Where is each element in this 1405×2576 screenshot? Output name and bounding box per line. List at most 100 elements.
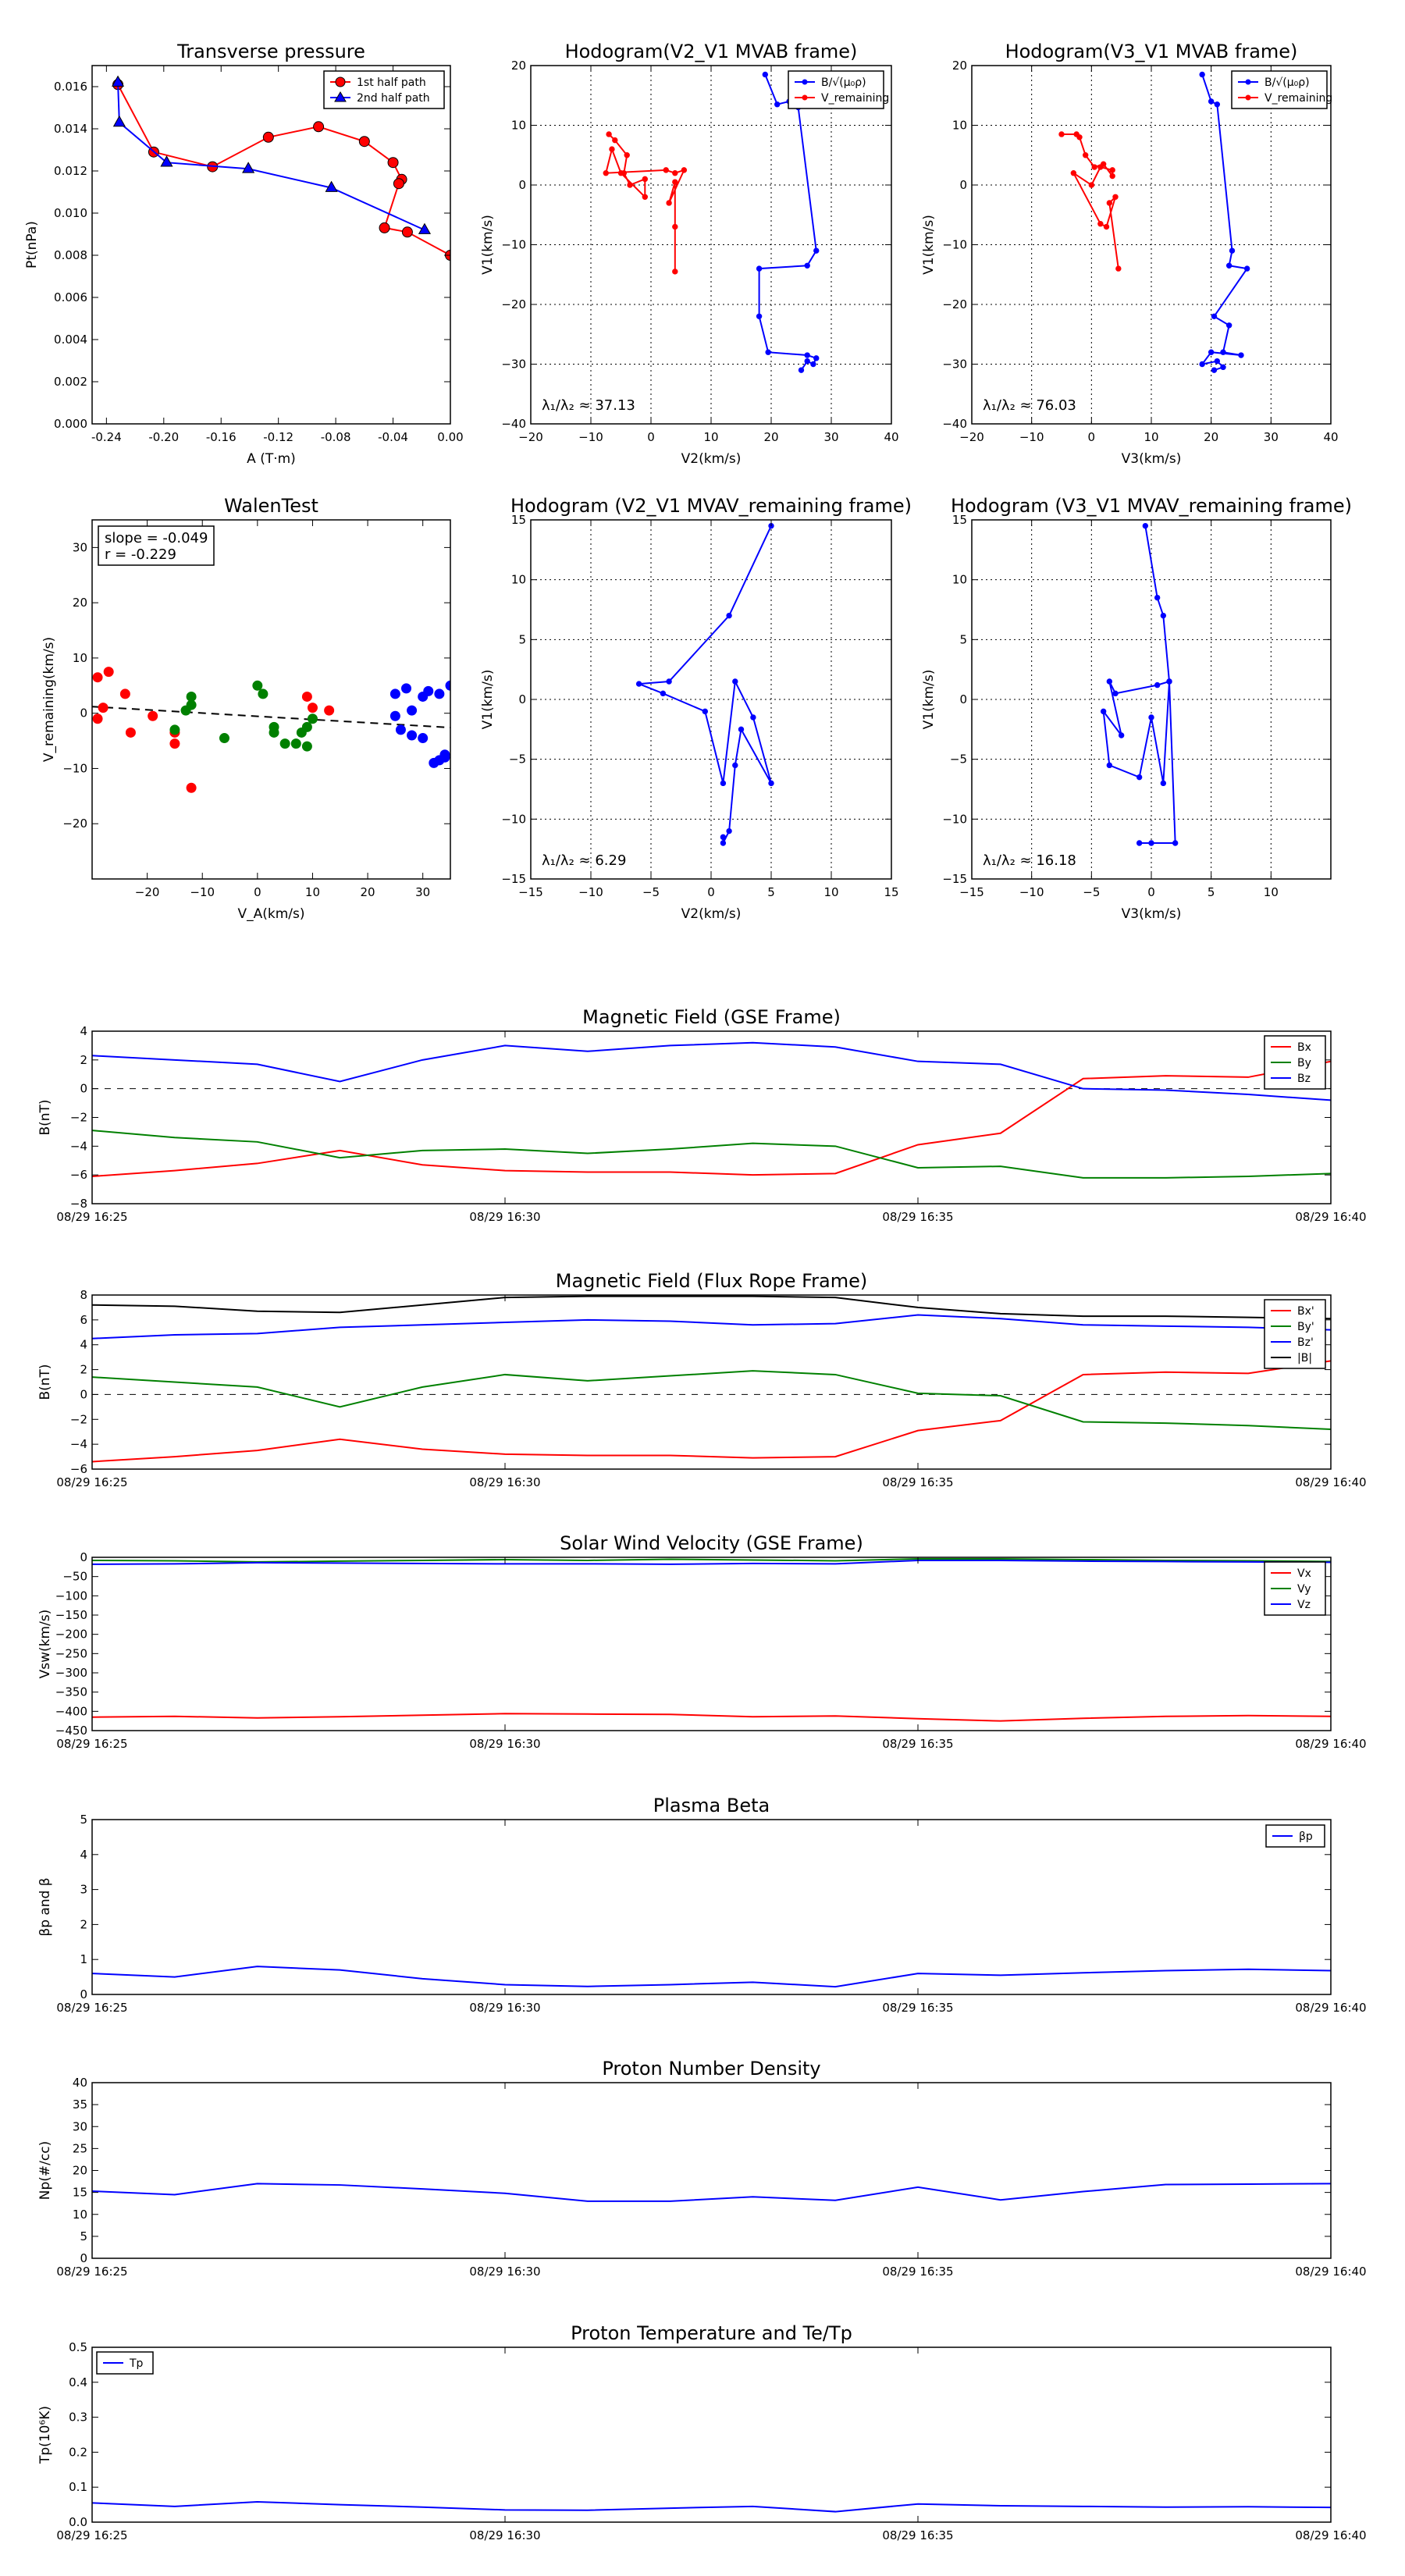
data-point-1-4 xyxy=(325,180,338,192)
x-tick-label: −10 xyxy=(578,430,603,444)
y-tick-label: 0 xyxy=(80,706,87,720)
y-tick-label: 0.002 xyxy=(54,375,87,389)
data-point-1-3 xyxy=(242,162,255,173)
data-point-1-9 xyxy=(603,170,609,176)
data-point-1-5 xyxy=(418,222,432,234)
x-tick-label: 10 xyxy=(305,885,320,899)
y-tick-label: −5 xyxy=(509,753,526,767)
data-point-1-11 xyxy=(672,170,678,176)
data-point-1-0 xyxy=(169,724,180,735)
data-point-0-5 xyxy=(358,136,370,148)
y-tick-label: −15 xyxy=(942,872,967,886)
y-tick-label: 20 xyxy=(511,59,526,73)
x-tick-label: −20 xyxy=(959,430,984,444)
x-tick-label: 0 xyxy=(1088,430,1096,444)
data-point-0-2 xyxy=(1214,101,1221,108)
x-tick-label: -0.08 xyxy=(321,430,351,444)
y-tick-label: −2 xyxy=(70,1412,87,1426)
data-point-1-2 xyxy=(624,152,630,158)
data-point-0-4 xyxy=(1154,681,1161,688)
y-tick-label: 0.016 xyxy=(54,80,87,94)
data-point-1-1 xyxy=(612,137,618,144)
x-tick-label: 08/29 16:40 xyxy=(1295,1737,1366,1751)
data-point-0-8 xyxy=(1220,349,1226,355)
legend: Bx By Bz xyxy=(1264,1035,1326,1090)
data-point-0-11 xyxy=(810,361,816,368)
data-point-0-4 xyxy=(119,688,130,699)
y-tick-label: −20 xyxy=(942,297,967,311)
data-point-0-10 xyxy=(301,691,312,702)
series-line-2 xyxy=(92,1559,1331,1565)
x-tick-label: -0.16 xyxy=(206,430,237,444)
chart-title: Proton Temperature and Te/Tp xyxy=(571,2322,852,2344)
series-group xyxy=(1100,522,1179,846)
data-point-1-0 xyxy=(111,75,125,87)
data-point-0-2 xyxy=(1160,612,1167,619)
legend-box xyxy=(788,70,884,109)
x-tick-label: 0 xyxy=(647,430,655,444)
legend-label: Bz' xyxy=(1297,1336,1314,1349)
data-point-1-9 xyxy=(279,738,290,749)
x-axis-label: V3(km/s) xyxy=(1122,451,1182,467)
y-tick-label: 1 xyxy=(80,1952,87,1966)
y-tick-label: −20 xyxy=(62,817,87,831)
data-point-0-12 xyxy=(324,705,335,716)
data-point-1-4 xyxy=(1091,164,1097,170)
y-tick-label: 3 xyxy=(80,1883,87,1897)
data-point-1-14 xyxy=(1106,200,1113,206)
y-axis-label: B(nT) xyxy=(37,1364,53,1400)
data-point-0-11 xyxy=(1199,361,1205,368)
data-point-1-5 xyxy=(252,680,263,691)
series-group xyxy=(92,1295,1331,1463)
plot-frame xyxy=(91,519,451,880)
data-point-1-14 xyxy=(672,179,678,185)
x-axis-label: A (T·m) xyxy=(247,451,296,467)
eigen-ratio-label: λ₁/λ₂ ≈ 37.13 xyxy=(542,397,635,414)
legend: Tp xyxy=(96,2351,154,2375)
series-line-1 xyxy=(1062,133,1119,269)
legend-label: 2nd half path xyxy=(357,92,430,105)
data-point-0-10 xyxy=(1208,349,1215,355)
data-point-0-4 xyxy=(813,247,820,254)
x-tick-label: 08/29 16:30 xyxy=(469,2265,540,2279)
y-tick-label: 0 xyxy=(518,178,526,192)
data-point-1-1 xyxy=(112,115,126,127)
y-tick-label: −450 xyxy=(55,1724,87,1738)
data-point-1-8 xyxy=(269,727,279,738)
legend: Vx Vy Vz xyxy=(1264,1561,1326,1616)
y-tick-label: 10 xyxy=(952,573,967,587)
legend-marker xyxy=(1245,94,1251,101)
data-point-0-7 xyxy=(732,678,738,685)
legend-label: B/√(μ₀ρ) xyxy=(821,76,866,89)
y-axis-label: Tp(10⁶K) xyxy=(37,2406,53,2464)
legend: B/√(μ₀ρ) V_remaining xyxy=(1231,70,1332,109)
series-line-0 xyxy=(92,1360,1331,1463)
y-tick-label: −150 xyxy=(55,1608,87,1622)
y-axis-label: Pt(nPa) xyxy=(24,221,40,269)
y-axis-label: V1(km/s) xyxy=(921,670,937,730)
x-tick-label: 08/29 16:30 xyxy=(469,2528,540,2542)
plot-area xyxy=(92,1295,1331,1469)
chart-ts4: 08/29 16:25 08/29 16:30 08/29 16:35 08/29 1… xyxy=(37,1795,1367,2015)
chart-h1: −20 −10 0 10 20 30 40 −40 −30 −20 −10 0 10 20 Hodogram… xyxy=(480,41,899,467)
y-tick-label: −350 xyxy=(55,1685,87,1699)
data-point-0-4 xyxy=(313,121,325,133)
data-point-1-13 xyxy=(301,741,312,752)
series-line-0 xyxy=(92,1060,1331,1178)
series-group xyxy=(92,667,450,793)
data-point-0-5 xyxy=(1243,265,1250,272)
x-tick-label: 08/29 16:35 xyxy=(882,1210,953,1224)
data-point-0-0 xyxy=(92,672,103,683)
data-point-0-12 xyxy=(726,827,732,834)
x-axis-label: V3(km/s) xyxy=(1122,906,1182,922)
x-tick-label: 08/29 16:25 xyxy=(56,1475,127,1489)
x-tick-label: −20 xyxy=(135,885,160,899)
data-point-0-1 xyxy=(726,612,732,619)
data-point-0-14 xyxy=(1172,840,1179,846)
y-tick-label: −30 xyxy=(942,358,967,372)
y-tick-label: 0.014 xyxy=(54,122,87,136)
chart-title: Magnetic Field (Flux Rope Frame) xyxy=(556,1270,867,1292)
x-tick-label: 5 xyxy=(1208,885,1215,899)
y-tick-label: 15 xyxy=(952,513,967,527)
